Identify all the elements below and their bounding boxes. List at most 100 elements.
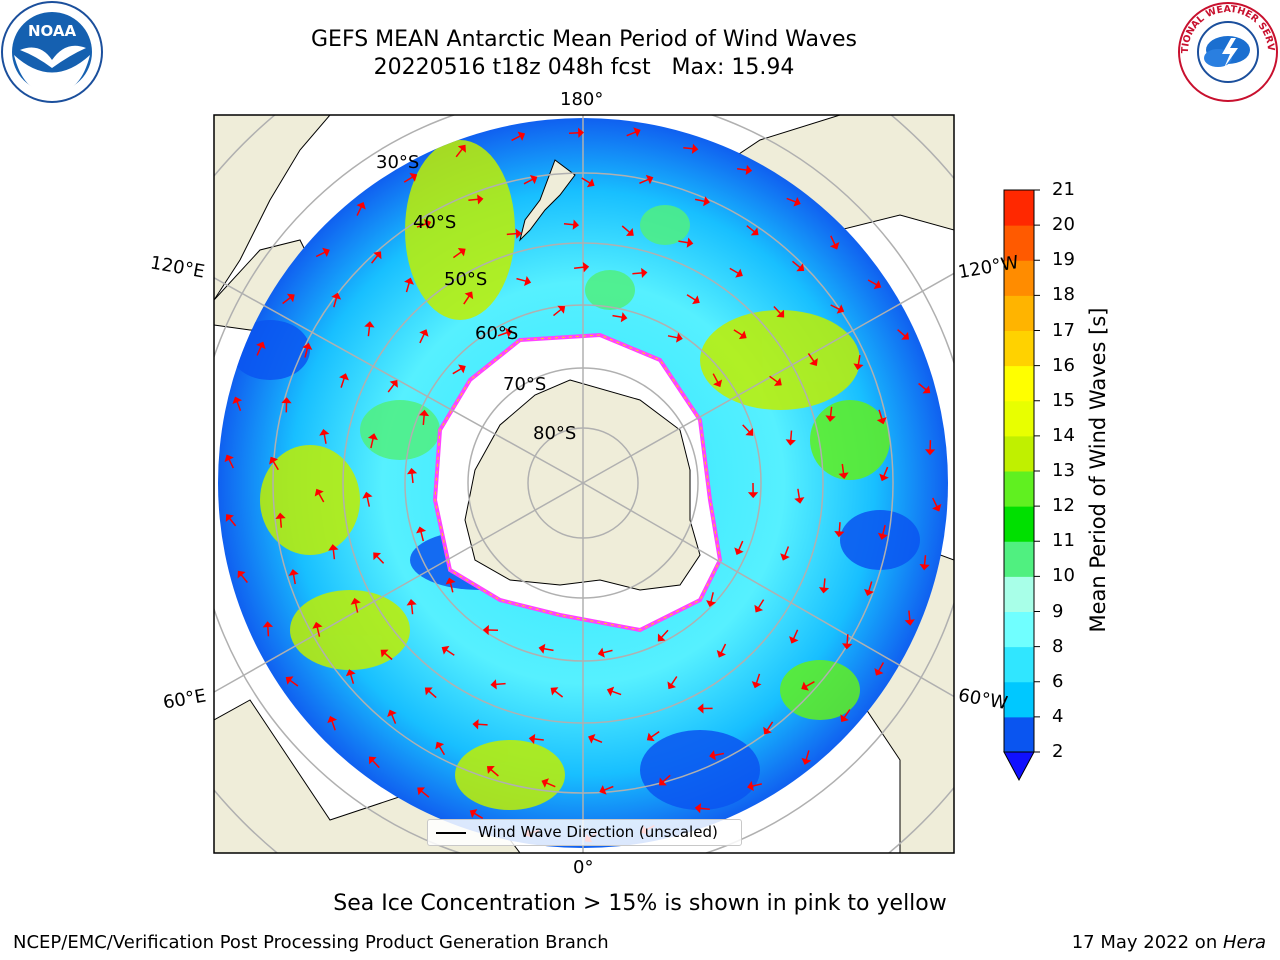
wind-wave-arrow (449, 582, 454, 593)
colorbar-tick-label: 12 (1052, 495, 1075, 517)
wind-wave-arrowhead (706, 600, 717, 608)
wind-wave-arrow (713, 752, 725, 757)
wind-wave-arrow (495, 682, 506, 686)
wind-wave-arrow (331, 720, 336, 731)
wind-wave-arrowhead (738, 330, 747, 340)
wind-wave-arrowhead (262, 621, 274, 628)
colorbar-tick-label: 15 (1052, 389, 1075, 411)
wind-wave-arrowhead (745, 164, 753, 176)
wind-wave-arrowhead (582, 262, 590, 273)
wind-wave-arrowhead (538, 643, 546, 654)
wind-wave-arrowhead (667, 681, 676, 690)
wind-wave-arrowhead (747, 780, 754, 792)
lat-label-50s: 50°S (444, 269, 488, 290)
wind-wave-arrowhead (818, 587, 830, 594)
wind-wave-arrowhead (763, 726, 772, 735)
wind-wave-arrow (416, 222, 427, 228)
wind-wave-arrow (923, 555, 927, 566)
wind-wave-arrowhead (692, 295, 700, 305)
wind-wave-arrowhead (419, 409, 430, 417)
meridian-line (214, 276, 584, 484)
wind-wave-arrow (650, 730, 660, 738)
wind-wave-arrowhead (322, 247, 330, 257)
colorbar-segment (1004, 260, 1034, 296)
meridian-line (582, 272, 954, 484)
wind-wave-arrowhead (697, 703, 704, 714)
wind-wave-arrow (354, 602, 359, 613)
wind-wave-arrowhead (794, 497, 805, 504)
wind-wave-arrow (497, 331, 508, 337)
lat-label-30s: 30°S (376, 152, 420, 173)
wind-wave-arrowhead (572, 219, 580, 230)
wind-wave-arrow (612, 314, 623, 319)
caption: Sea Ice Concentration > 15% is shown in … (333, 891, 947, 916)
wind-wave-arrow (729, 267, 739, 275)
wind-wave-arrow (918, 382, 927, 391)
wind-wave-arrowhead (286, 293, 295, 303)
wave-period-patch (455, 740, 565, 810)
wind-wave-arrow (574, 266, 585, 269)
wind-wave-arrowhead (879, 473, 889, 482)
meridian-line (214, 482, 584, 693)
colorbar-tick-label: 6 (1052, 670, 1064, 692)
wind-wave-arrow (738, 540, 744, 551)
wind-wave-arrow (797, 488, 801, 499)
colorbar-segment (1004, 716, 1034, 753)
wind-wave-arrow (792, 260, 801, 269)
wind-wave-arrowhead (458, 364, 466, 374)
wave-period-patch (230, 320, 310, 380)
footer-machine: Hera (1222, 932, 1266, 953)
wind-wave-arrow (387, 383, 395, 393)
wind-wave-arrowhead (919, 564, 930, 571)
wind-wave-arrowhead (557, 305, 566, 314)
wind-wave-arrow (667, 335, 678, 339)
wind-wave-arrow (523, 178, 534, 185)
wind-wave-arrow (784, 546, 790, 557)
colorbar-segment (1004, 646, 1034, 683)
colorbar-segment (1004, 471, 1034, 507)
wind-wave-arrow (332, 549, 336, 560)
wind-wave-arrowhead (285, 676, 294, 685)
wind-wave-arrow (632, 272, 643, 275)
wind-wave-arrowhead (750, 227, 759, 236)
wind-wave-arrowhead (224, 454, 234, 463)
wind-wave-arrow (371, 254, 379, 264)
wind-wave-arrowhead (288, 569, 299, 576)
wind-wave-arrow (639, 178, 649, 184)
wind-wave-arrow (868, 581, 873, 592)
svg-text:NOAA: NOAA (28, 22, 77, 40)
wind-wave-arrow (473, 812, 484, 819)
wind-wave-arrowhead (834, 531, 845, 538)
wave-period-patch (260, 445, 360, 555)
wind-wave-arrowhead (633, 127, 641, 137)
colorbar (1003, 189, 1040, 782)
wind-wave-arrowhead (275, 512, 286, 519)
wind-wave-arrow (742, 424, 751, 433)
wind-wave-arrow (792, 629, 799, 640)
wind-wave-arrow (420, 531, 425, 542)
wind-wave-arrow (545, 782, 556, 788)
wind-wave-arrowhead (776, 309, 785, 318)
wind-wave-arrowhead (327, 715, 338, 724)
wind-wave-arrowhead (505, 327, 513, 338)
wind-wave-arrowhead (528, 733, 536, 745)
wind-wave-arrowhead (457, 144, 466, 153)
wind-wave-arrow (366, 496, 371, 507)
wind-wave-arrowhead (734, 547, 744, 555)
wind-wave-arrowhead (646, 732, 655, 742)
africa-land (214, 115, 331, 301)
wind-wave-arrow (838, 522, 841, 533)
wind-wave-arrowhead (745, 428, 754, 436)
wind-wave-arrowhead (801, 681, 809, 691)
wind-wave-arrowhead (368, 756, 377, 765)
wind-wave-arrowhead (703, 196, 710, 207)
wind-wave-arrow (315, 251, 326, 258)
wind-wave-arrow (333, 297, 338, 308)
colorbar-tick-label: 2 (1052, 741, 1064, 762)
wind-wave-arrowhead (620, 312, 628, 323)
wind-wave-arrowhead (457, 247, 466, 257)
wind-wave-arrowhead (406, 467, 418, 475)
wind-wave-arrow (428, 690, 437, 699)
wind-wave-arrowhead (657, 633, 666, 642)
colorbar-tick-label: 9 (1052, 600, 1064, 622)
